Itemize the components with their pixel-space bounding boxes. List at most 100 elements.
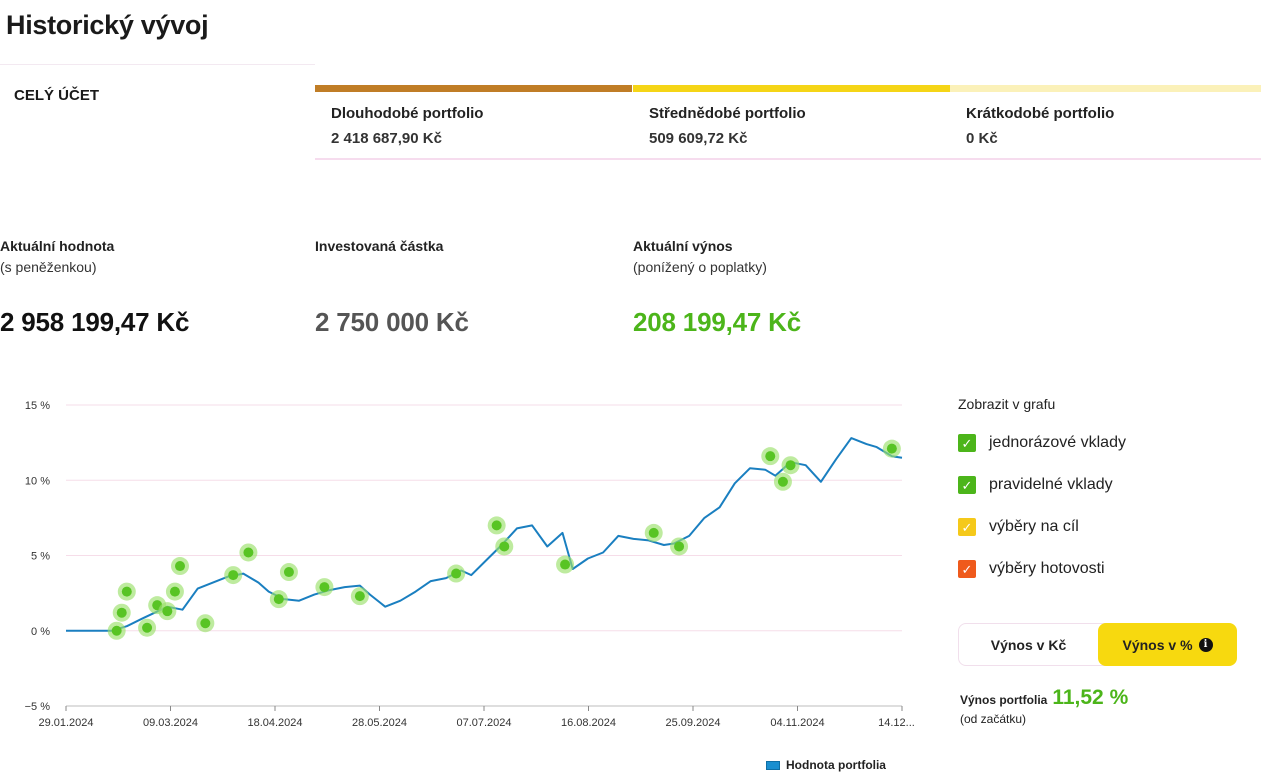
deposit-marker-dot — [354, 591, 365, 602]
deposit-marker-dot — [777, 476, 788, 487]
option-regular-deposits[interactable]: ✓ pravidelné vklady — [958, 474, 1248, 496]
deposit-marker — [644, 523, 663, 542]
stat-invested-amount: Investovaná částka 2 750 000 Kč — [315, 238, 469, 338]
mid-term-portfolio-name: Střednědobé portfolio — [649, 105, 806, 122]
deposit-marker-dot — [116, 607, 127, 618]
deposit-marker-dot — [283, 567, 294, 578]
mid-term-color-bar — [633, 85, 950, 92]
yield-sub: (ponížený o poplatky) — [633, 259, 767, 275]
tab-long-term-portfolio[interactable]: Dlouhodobé portfolio 2 418 687,90 Kč — [315, 85, 632, 158]
option-cash-withdrawals-label: výběry hotovosti — [989, 560, 1105, 577]
legend-swatch — [766, 760, 780, 770]
option-one-time-deposits[interactable]: ✓ jednorázové vklady — [958, 432, 1248, 454]
deposit-marker-dot — [319, 582, 330, 593]
portfolio-return-value: 11,52 % — [1052, 686, 1129, 709]
x-tick-label: 25.09.2024 — [665, 717, 720, 729]
toggle-yield-czk[interactable]: Výnos v Kč — [990, 636, 1067, 653]
deposit-marker-dot — [765, 451, 776, 462]
checkbox-goal-withdrawals[interactable]: ✓ — [958, 518, 976, 536]
invested-sub — [315, 259, 469, 276]
x-tick-label: 18.04.2024 — [247, 717, 302, 729]
deposit-marker — [882, 439, 901, 458]
deposit-marker — [171, 557, 189, 576]
deposit-marker-dot — [243, 547, 254, 558]
deposit-marker — [224, 566, 243, 585]
deposit-marker-dot — [491, 520, 502, 531]
deposit-marker-dot — [785, 460, 796, 471]
portfolio-return: Výnos portfolia 11,52 % (od začátku) — [960, 686, 1128, 726]
deposit-marker-dot — [560, 559, 571, 570]
x-tick-label: 07.07.2024 — [456, 717, 511, 729]
legend-label: Hodnota portfolia — [786, 758, 886, 772]
x-tick-label: 14.12.... — [878, 717, 915, 729]
deposit-marker-dot — [228, 570, 239, 581]
portfolio-return-label: Výnos portfolia — [960, 693, 1048, 707]
y-tick-label: 0 % — [31, 626, 50, 638]
invested-amount: 2 750 000 Kč — [315, 307, 469, 337]
portfolio-history-chart[interactable]: 15 % 10 % 5 % 0 % −5 % 29.01.2024 09.03.2024 18… — [0, 390, 915, 735]
chart-series — [66, 437, 903, 632]
deposit-marker-dot — [499, 541, 510, 552]
stat-current-value: Aktuální hodnota (s peněženkou) 2 958 19… — [0, 238, 189, 338]
toggle-yield-percent[interactable]: Výnos v % i — [1098, 623, 1237, 666]
option-goal-withdrawals[interactable]: ✓ výběry na cíl — [958, 516, 1248, 538]
checkbox-one-time-deposits[interactable]: ✓ — [958, 434, 976, 452]
tab-mid-term-portfolio[interactable]: Střednědobé portfolio 509 609,72 Kč — [633, 85, 950, 158]
invested-label: Investovaná částka — [315, 238, 444, 254]
deposit-marker-dot — [273, 594, 284, 605]
deposit-marker — [495, 537, 514, 556]
deposit-marker — [158, 602, 177, 621]
page-title: Historický vývoj — [6, 10, 209, 40]
deposit-marker — [447, 564, 466, 583]
current-value-amount: 2 958 199,47 Kč — [0, 307, 190, 337]
yield-label: Aktuální výnos — [633, 238, 733, 254]
deposit-marker-dot — [200, 618, 211, 629]
deposit-marker — [487, 516, 506, 535]
y-tick-label: 5 % — [31, 551, 50, 563]
portfolio-tabs: Dlouhodobé portfolio 2 418 687,90 Kč Stř… — [315, 85, 1261, 160]
current-value-sub: (s peněženkou) — [0, 259, 97, 275]
y-tick-label: 15 % — [25, 400, 50, 412]
deposit-marker — [117, 582, 136, 601]
long-term-color-bar — [315, 85, 632, 92]
deposit-marker-dot — [162, 606, 173, 617]
portfolio-return-sub: (od začátku) — [960, 712, 1027, 726]
x-tick-label: 29.01.2024 — [38, 717, 93, 729]
chart-legend[interactable]: Hodnota portfolia — [766, 758, 886, 772]
checkbox-cash-withdrawals[interactable]: ✓ — [958, 560, 976, 578]
deposit-marker-dot — [674, 541, 685, 552]
checkbox-regular-deposits[interactable]: ✓ — [958, 476, 976, 494]
deposit-marker — [556, 555, 575, 574]
tab-short-term-portfolio[interactable]: Krátkodobé portfolio 0 Kč — [950, 85, 1261, 158]
chart-options: Zobrazit v grafu ✓ jednorázové vklady ✓ … — [958, 396, 1248, 580]
deposit-marker — [165, 582, 184, 601]
deposit-marker — [279, 563, 298, 582]
option-cash-withdrawals[interactable]: ✓ výběry hotovosti — [958, 558, 1248, 580]
option-goal-withdrawals-label: výběry na cíl — [989, 518, 1079, 535]
deposit-marker — [781, 456, 800, 475]
x-tick-label: 04.11.2024 — [770, 717, 824, 729]
deposit-marker — [269, 590, 288, 609]
deposit-marker — [315, 578, 334, 597]
mid-term-portfolio-value: 509 609,72 Kč — [649, 130, 748, 147]
y-tick-label: −5 % — [25, 701, 51, 713]
chart-axes: 15 % 10 % 5 % 0 % −5 % 29.01.2024 09.03.2024 18… — [25, 400, 915, 729]
tab-whole-account-label: CELÝ ÚČET — [14, 87, 100, 104]
deposit-marker-dot — [648, 527, 659, 538]
deposit-marker-dot — [142, 622, 153, 633]
short-term-portfolio-name: Krátkodobé portfolio — [966, 105, 1115, 122]
deposit-marker-dot — [169, 586, 180, 597]
option-one-time-deposits-label: jednorázové vklady — [989, 434, 1126, 451]
current-value-label: Aktuální hodnota — [0, 238, 115, 254]
short-term-color-bar — [950, 85, 1261, 92]
deposit-marker — [670, 537, 689, 556]
x-tick-label: 09.03.2024 — [143, 717, 198, 729]
deposit-marker — [107, 621, 126, 640]
long-term-portfolio-name: Dlouhodobé portfolio — [331, 105, 484, 122]
deposit-marker-dot — [886, 443, 897, 454]
tab-whole-account[interactable]: CELÝ ÚČET — [0, 64, 315, 160]
x-tick-label: 16.08.2024 — [561, 717, 616, 729]
info-icon[interactable]: i — [1198, 637, 1213, 652]
chart-deposit-markers — [107, 439, 901, 640]
deposit-marker — [138, 618, 157, 637]
